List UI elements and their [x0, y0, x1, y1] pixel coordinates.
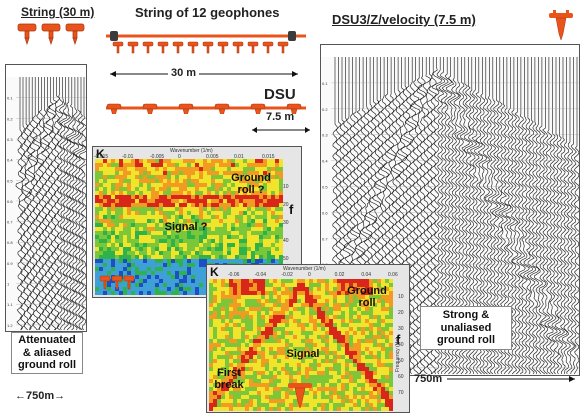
- fk-bottom-k-tick: 0: [308, 272, 311, 278]
- fk-bottom-f-label: f: [396, 332, 401, 347]
- time-tick-label: 0.1: [7, 96, 13, 101]
- string-geophone-icon: [277, 41, 289, 47]
- dsu-row-icon: [106, 103, 122, 110]
- fk-bottom-freq-tick: 50: [398, 358, 404, 364]
- fk-bottom-axis-title: Wavenumber (1/m): [283, 266, 326, 272]
- fk-bottom-freq-tick: 20: [398, 310, 404, 316]
- dsu-row-icon: [178, 103, 194, 110]
- fk-top-k-tick: 0: [178, 154, 181, 160]
- fk-bottom-freq-tick: 70: [398, 390, 404, 396]
- time-tick-label: 0.3: [7, 137, 13, 142]
- fk-top-freq-tick: 20: [283, 202, 289, 208]
- fk-bottom-k-tick: 0.04: [361, 272, 372, 278]
- fk-bottom-k-tick: -0.04: [254, 272, 267, 278]
- fk-top-k-tick: 0.01: [234, 154, 244, 160]
- fk-top-k-tick: 0.015: [262, 154, 275, 160]
- span-750m-right-label: 750m: [414, 373, 443, 385]
- fk-top-freq-tick: 40: [283, 238, 289, 244]
- time-tick-label: 0.6: [7, 199, 13, 204]
- dsu-row-icon: [250, 103, 266, 110]
- fk-bottom-k-tick: 0.02: [334, 272, 345, 278]
- left-shot-gather-panel: 0.1 0.2 0.3 0.4 0.5 0.6 0.7 0.8 0.9 1 1.1 1.2: [5, 64, 87, 332]
- string-geophone-icon: [262, 41, 274, 47]
- span-7-5m-arrow: [252, 127, 310, 133]
- fk-top-k-tick: -0.01: [122, 154, 134, 160]
- fk-bottom-k-tick: 0.06: [388, 272, 398, 278]
- time-tick-label: 0.7: [7, 220, 13, 225]
- time-tick-label: 0.3: [322, 133, 328, 138]
- fk-spectrum-top-panel: [92, 146, 302, 298]
- span-7-5m-label: 7.5 m: [266, 111, 295, 123]
- string-geophone-icon: [157, 41, 169, 47]
- fk-spectrum-bottom-panel: [206, 264, 410, 413]
- span-750m-left: ←750m→: [15, 390, 66, 402]
- string-geophone-icon: [172, 41, 184, 47]
- string-geophone-icon: [127, 41, 139, 47]
- time-tick-label: 1.1: [7, 302, 13, 307]
- fk-top-spectrum: [95, 159, 283, 295]
- time-tick-label: 0.9: [7, 261, 13, 266]
- time-tick-label: 0.4: [7, 158, 13, 163]
- strong-ground-roll-label: Strong & unaliased ground roll: [420, 306, 512, 350]
- fk-top-k-tick: -0.015: [94, 154, 109, 160]
- fk-top-freq-tick: 10: [283, 184, 289, 190]
- time-tick-label: 0.1: [322, 81, 328, 86]
- dsu-row-icon: [142, 103, 158, 110]
- string-geophone-icon: [112, 41, 124, 47]
- span-750m-right-arrow: [447, 376, 575, 382]
- fk-bottom-first-break-label: First break: [214, 367, 244, 392]
- fk-bottom-signal-label: Signal: [286, 348, 320, 360]
- fk-top-k-tick: 0.005: [206, 154, 219, 160]
- string-geophone-icon: [232, 41, 244, 47]
- fk-bottom-freq-axis: Frequency (Hz): [395, 337, 401, 372]
- time-tick-label: 1.2: [7, 323, 13, 328]
- fk-top-k-label: K: [96, 147, 105, 161]
- fk-bottom-freq-tick: 60: [398, 374, 404, 380]
- fk-bottom-k-tick: -0.06: [228, 272, 240, 278]
- fk-top-freq-tick: 50: [283, 256, 289, 262]
- time-tick-label: 0.2: [322, 107, 328, 112]
- left-seismic-traces: 0.1 0.2 0.3 0.4 0.5 0.6 0.7 0.8 0.9 1 1.1 1.2: [6, 65, 86, 331]
- time-tick-label: 0.6: [322, 210, 328, 215]
- fk-top-geophone-icon: [99, 275, 135, 290]
- string-geophone-icon: [187, 41, 199, 47]
- fk-bottom-dsu-icon: [288, 383, 312, 409]
- fk-bottom-ground-roll-label: Ground roll: [347, 285, 387, 310]
- fk-top-axis-title: Wavenumber (1/m): [170, 148, 213, 154]
- fk-bottom-k-tick: -0.02: [281, 272, 293, 278]
- title-string-30m: String (30 m): [21, 5, 95, 19]
- fk-bottom-freq-tick: 30: [398, 326, 404, 332]
- fk-bottom-freq-tick: 10: [398, 294, 404, 300]
- attenuated-ground-roll-label: Attenuated & aliased ground roll: [11, 332, 83, 374]
- time-tick-label: 1: [7, 282, 10, 287]
- time-tick-label: 0.7: [322, 236, 328, 241]
- time-tick-label: 0.2: [7, 116, 13, 121]
- time-tick-label: 0.8: [7, 240, 13, 245]
- string-geophone-icon: [247, 41, 259, 47]
- span-30m-label: 30 m: [168, 67, 200, 79]
- title-dsu: DSU: [264, 86, 296, 103]
- fk-top-freq-tick: 30: [283, 220, 289, 226]
- string-geophone-icon: [142, 41, 154, 47]
- time-tick-label: 0.5: [7, 178, 13, 183]
- string-geophone-icon: [217, 41, 229, 47]
- fk-top-f-label: f: [289, 202, 294, 217]
- fk-top-k-tick: -0.005: [150, 154, 165, 160]
- dsu-sensor-icon: [549, 10, 573, 41]
- dsu-row-icon: [214, 103, 230, 110]
- title-string-of-12-geophones: String of 12 geophones: [135, 5, 280, 20]
- fk-top-signal-label: Signal ?: [164, 221, 208, 233]
- title-dsu3: DSU3/Z/velocity (7.5 m): [332, 12, 476, 27]
- fk-top-ground-roll-label: Ground roll ?: [231, 172, 271, 197]
- string-of-geophones-diagram: [106, 31, 306, 114]
- geophone-cluster-icon: [17, 23, 85, 46]
- time-tick-label: 0.4: [322, 159, 328, 164]
- fk-bottom-freq-tick: 40: [398, 342, 404, 348]
- fk-bottom-spectrum: [209, 279, 393, 411]
- dsu-row-icon: [286, 103, 302, 110]
- fk-bottom-k-label: K: [210, 265, 219, 279]
- string-geophone-icon: [202, 41, 214, 47]
- time-tick-label: 0.5: [322, 185, 328, 190]
